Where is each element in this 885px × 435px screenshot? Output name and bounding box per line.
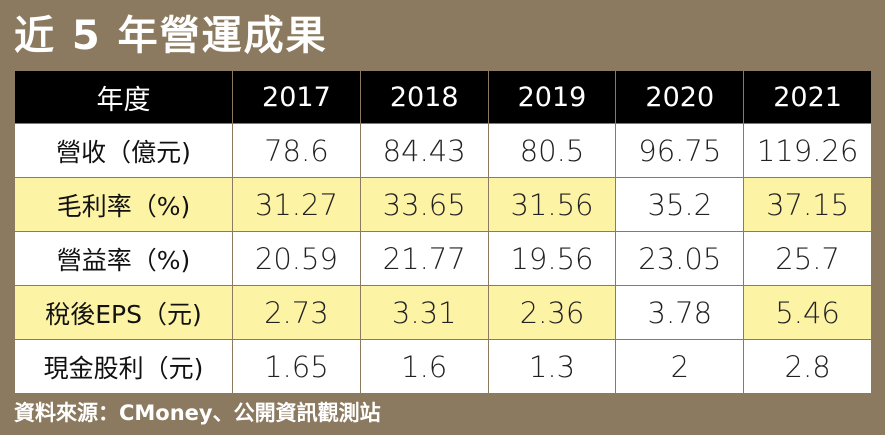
table-cell: 21.77: [359, 231, 489, 286]
header-cell-2017: 2017: [232, 70, 361, 124]
header-cell-year: 年度: [14, 70, 233, 124]
header-cell-2021: 2021: [743, 70, 872, 124]
table-cell: 3.78: [615, 285, 745, 340]
table-row-revenue: 營收（億元) 78.6 84.43 80.5 96.75 119.26: [14, 123, 872, 178]
table-cell: 80.5: [487, 123, 617, 178]
table-cell: 35.2: [615, 177, 745, 232]
table-cell: 84.43: [359, 123, 489, 178]
table-cell: 2.36: [487, 285, 617, 340]
row-label: 現金股利（元): [14, 339, 233, 394]
table-cell: 1.65: [232, 339, 361, 394]
operating-results-table: 年度 2017 2018 2019 2020 2021 營收（億元) 78.6 …: [14, 70, 872, 394]
table-cell: 2: [615, 339, 745, 394]
table-cell: 2.73: [232, 285, 361, 340]
table-cell: 31.27: [232, 177, 361, 232]
table-cell: 23.05: [615, 231, 745, 286]
header-cell-2018: 2018: [359, 70, 489, 124]
table-cell: 2.8: [743, 339, 872, 394]
source-note: 資料來源：CMoney、公開資訊觀測站: [14, 401, 381, 425]
row-label: 稅後EPS（元): [14, 285, 233, 340]
table-cell: 1.3: [487, 339, 617, 394]
row-label: 毛利率（%): [14, 177, 233, 232]
table-row-operating-margin: 營益率（%) 20.59 21.77 19.56 23.05 25.7: [14, 231, 872, 286]
table-cell: 1.6: [359, 339, 489, 394]
table-row-eps: 稅後EPS（元) 2.73 3.31 2.36 3.78 5.46: [14, 285, 872, 340]
table-cell: 31.56: [487, 177, 617, 232]
table-header-row: 年度 2017 2018 2019 2020 2021: [14, 70, 872, 124]
header-cell-2019: 2019: [487, 70, 617, 124]
table-cell: 19.56: [487, 231, 617, 286]
table-cell: 96.75: [615, 123, 745, 178]
table-cell: 78.6: [232, 123, 361, 178]
table-cell: 119.26: [743, 123, 872, 178]
table-cell: 33.65: [359, 177, 489, 232]
row-label: 營益率（%): [14, 231, 233, 286]
table-cell: 3.31: [359, 285, 489, 340]
page-title: 近 5 年營運成果: [14, 13, 328, 59]
table-row-gross-margin: 毛利率（%) 31.27 33.65 31.56 35.2 37.15: [14, 177, 872, 232]
header-cell-2020: 2020: [615, 70, 745, 124]
table-cell: 37.15: [743, 177, 872, 232]
table-cell: 25.7: [743, 231, 872, 286]
row-label: 營收（億元): [14, 123, 233, 178]
table-row-cash-dividend: 現金股利（元) 1.65 1.6 1.3 2 2.8: [14, 339, 872, 394]
table-cell: 5.46: [743, 285, 872, 340]
table-cell: 20.59: [232, 231, 361, 286]
